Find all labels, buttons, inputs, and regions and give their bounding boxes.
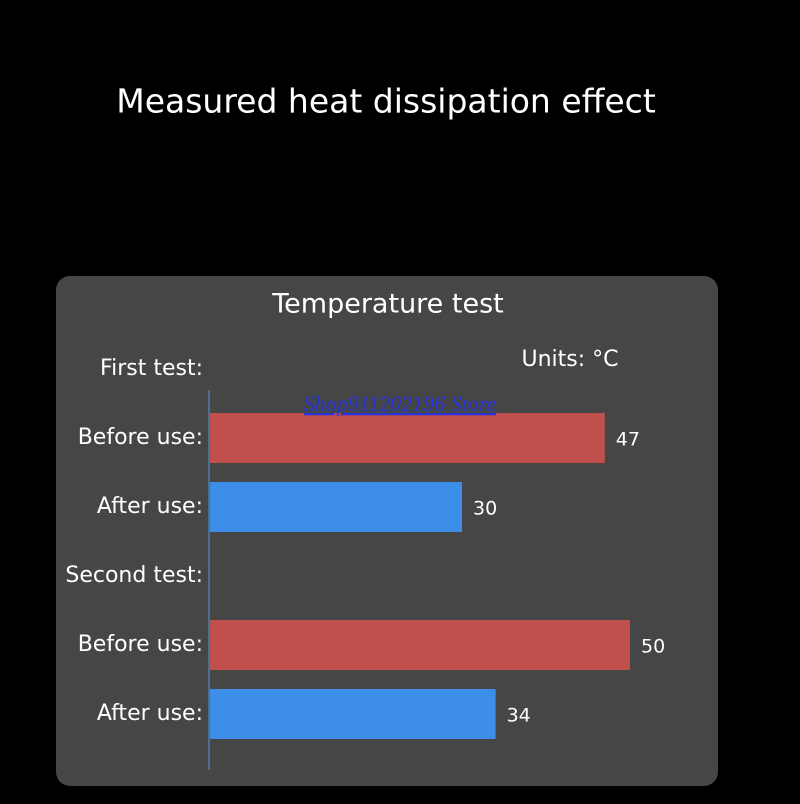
bar <box>210 413 605 463</box>
bar <box>210 620 630 670</box>
units-label: Units: °C <box>521 347 618 372</box>
category-label: Second test: <box>65 563 203 588</box>
category-label: First test: <box>100 356 203 381</box>
bars: First test: Before use: 47 After use: 30 Seco… <box>65 356 665 739</box>
watermark: Shop911202196 Store <box>304 391 497 416</box>
value-label: 34 <box>507 705 531 727</box>
bar <box>210 482 462 532</box>
value-label: 47 <box>616 429 640 451</box>
category-label: After use: <box>97 701 203 726</box>
bar <box>210 689 496 739</box>
value-label: 30 <box>473 498 497 520</box>
value-label: 50 <box>641 636 665 658</box>
category-label: Before use: <box>78 425 203 450</box>
category-label: Before use: <box>78 632 203 657</box>
page-title: Measured heat dissipation effect <box>116 82 656 121</box>
chart-title: Temperature test <box>271 289 503 320</box>
category-label: After use: <box>97 494 203 519</box>
